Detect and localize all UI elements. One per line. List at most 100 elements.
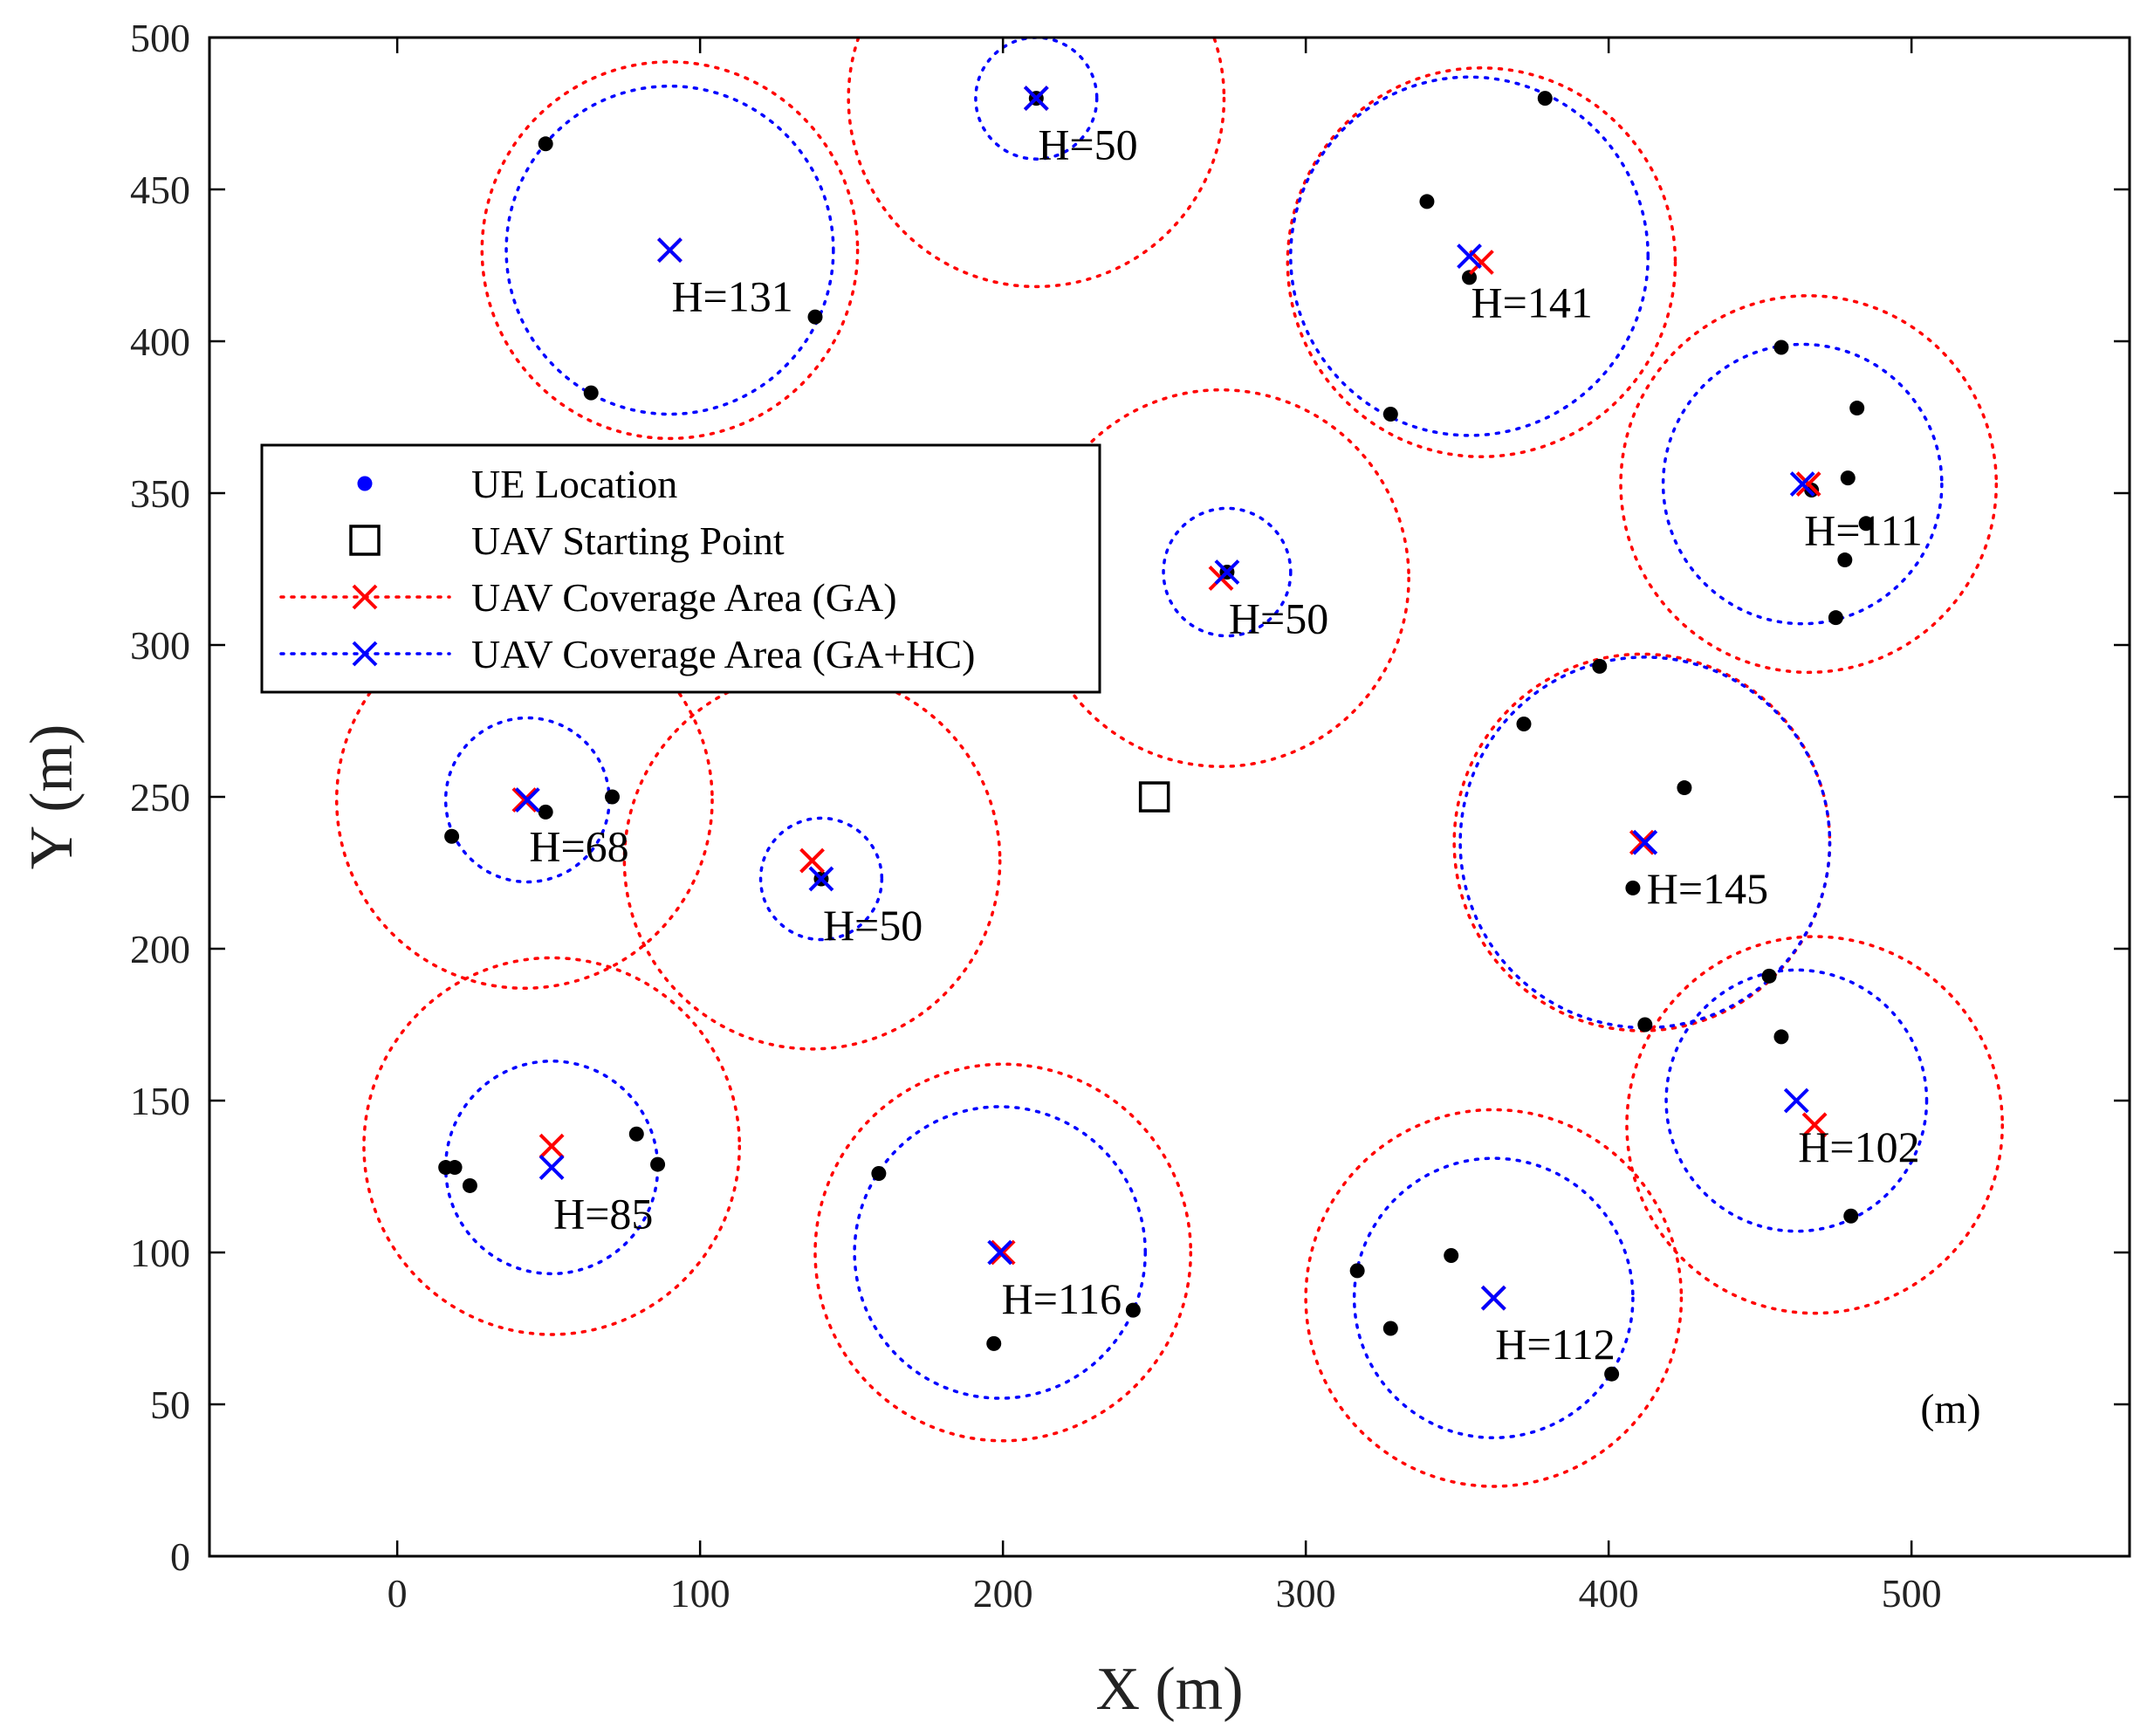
gahc-coverage-circle xyxy=(758,816,884,942)
gahc-uav-marker-stroke-b xyxy=(1789,471,1815,497)
gahc-uav-marker xyxy=(1480,1285,1506,1311)
y-tick-label: 150 xyxy=(130,1079,190,1123)
uav-altitude-label: H=145 xyxy=(1647,864,1768,913)
ue-location-point xyxy=(1444,1247,1459,1263)
overlay-layer: H=131 H=50 H=141 H=111 H=50 H=145 H=68 H=50 H=10… xyxy=(438,86,1923,1382)
gahc-uav-marker xyxy=(1457,244,1482,269)
ga-coverage-circle xyxy=(480,60,860,441)
legend-start-marker xyxy=(349,525,381,556)
gahc-uav-marker-stroke-b xyxy=(538,1155,565,1180)
y-tick-label: 50 xyxy=(150,1383,190,1427)
ga-uav-marker-stroke-b xyxy=(1468,250,1494,275)
gahc-uav-marker xyxy=(1023,86,1049,112)
ue-location-point xyxy=(986,1335,1002,1351)
ue-location-point xyxy=(1382,407,1398,422)
x-tick-label: 0 xyxy=(388,1571,408,1616)
y-tick-label: 350 xyxy=(130,471,190,516)
gahc-coverage-circle xyxy=(1162,506,1293,638)
ga-uav-marker xyxy=(538,1133,565,1159)
ue-location-point xyxy=(1761,968,1777,984)
ue-location-point xyxy=(1773,1029,1789,1045)
gahc-coverage-circle xyxy=(1661,342,1944,626)
gahc-uav-marker-stroke-b xyxy=(1783,1088,1809,1114)
legend-entry-label: UAV Starting Point xyxy=(471,518,785,563)
ue-location-point xyxy=(1677,780,1692,796)
gahc-uav-marker-stroke-b xyxy=(1023,86,1049,112)
axis-ticks: 0 100 200 300 400 500 0 50 100 150 200 250 300 350 400… xyxy=(130,16,2130,1616)
ga-coverage-circle xyxy=(1619,294,1999,675)
ga-uav-marker xyxy=(990,1239,1016,1266)
legend-x-marker xyxy=(352,641,378,667)
ue-location-point xyxy=(1604,1366,1620,1382)
gahc-uav-marker-stroke-b xyxy=(657,237,683,264)
ue-location-point xyxy=(1837,552,1853,568)
ga-uav-marker xyxy=(1629,829,1655,855)
ue-location-point xyxy=(538,804,553,820)
unit-annotation: (m) xyxy=(1920,1386,1980,1432)
ue-location-point xyxy=(1849,401,1865,416)
ga-coverage-circle xyxy=(1625,935,2005,1315)
x-tick-label: 200 xyxy=(973,1571,1033,1616)
ue-location-point xyxy=(1419,194,1435,209)
ga-uav-marker-stroke-b xyxy=(1801,1112,1828,1138)
gahc-uav-marker xyxy=(808,866,834,892)
ue-location-point xyxy=(1462,270,1478,285)
uav-altitude-label: H=131 xyxy=(671,272,792,321)
ue-location-point xyxy=(1843,1208,1859,1224)
ue-location-point xyxy=(1516,716,1532,731)
gahc-uav-marker-stroke-b xyxy=(808,866,834,892)
ue-location-point xyxy=(871,1166,887,1182)
uav-altitude-label: H=68 xyxy=(529,821,628,870)
gahc-uav-marker-stroke-b xyxy=(1480,1285,1506,1311)
ga-uav-marker xyxy=(1801,1112,1828,1138)
ga-coverage-circle xyxy=(813,1062,1193,1443)
ue-location-point xyxy=(1625,880,1641,895)
uav-altitude-label: H=116 xyxy=(1002,1274,1122,1323)
gahc-uav-marker xyxy=(1789,471,1815,497)
gahc-uav-marker xyxy=(987,1239,1013,1266)
ga-uav-marker-stroke-b xyxy=(1629,829,1655,855)
legend: UE Location UAV Starting Point UAV Coverag… xyxy=(260,443,1101,694)
ue-location-point xyxy=(538,136,553,152)
ga-uav-marker-stroke-b xyxy=(1795,471,1821,497)
ga-uav-marker xyxy=(799,847,825,874)
x-tick-label: 500 xyxy=(1882,1571,1942,1616)
y-tick-label: 250 xyxy=(130,775,190,820)
ue-location-point xyxy=(1349,1263,1365,1279)
ue-location-point xyxy=(628,1126,644,1142)
ue-location-point xyxy=(1858,516,1874,532)
ue-location-point xyxy=(462,1177,477,1193)
ga-uav-marker-stroke-b xyxy=(511,787,538,813)
gahc-coverage-circle xyxy=(1664,968,1929,1233)
uav-altitude-label: H=141 xyxy=(1471,278,1593,327)
gahc-uav-marker-stroke-b xyxy=(1632,829,1658,855)
y-tick-label: 100 xyxy=(130,1231,190,1275)
y-tick-label: 200 xyxy=(130,927,190,971)
ue-location-point xyxy=(1840,470,1856,486)
ga-coverage-circle xyxy=(1304,1108,1684,1488)
ue-location-point xyxy=(807,309,823,325)
uav-altitude-label: H=50 xyxy=(1229,594,1328,642)
ue-location-point xyxy=(1382,1321,1398,1336)
gahc-uav-marker-stroke-b xyxy=(1214,559,1240,585)
gahc-coverage-circle xyxy=(504,84,835,416)
legend-entry-label: UAV Coverage Area (GA) xyxy=(471,575,897,620)
ga-uav-marker-stroke-b xyxy=(990,1239,1016,1266)
ue-location-point xyxy=(1828,610,1843,626)
uav-altitude-label: H=102 xyxy=(1798,1122,1919,1171)
gahc-uav-marker-stroke-b xyxy=(514,787,540,813)
uav-altitude-label: H=50 xyxy=(823,901,923,950)
gahc-uav-marker xyxy=(538,1155,565,1180)
gahc-uav-marker xyxy=(1632,829,1658,855)
x-tick-label: 400 xyxy=(1579,1571,1639,1616)
ue-location-point xyxy=(1592,658,1608,674)
plot-area xyxy=(334,38,2005,1488)
y-tick-label: 400 xyxy=(130,319,190,364)
gahc-uav-marker xyxy=(657,237,683,264)
gahc-uav-marker xyxy=(1214,559,1240,585)
legend-box xyxy=(260,443,1101,694)
ga-uav-marker-stroke-b xyxy=(538,1133,565,1159)
ue-location-point xyxy=(1125,1302,1141,1318)
